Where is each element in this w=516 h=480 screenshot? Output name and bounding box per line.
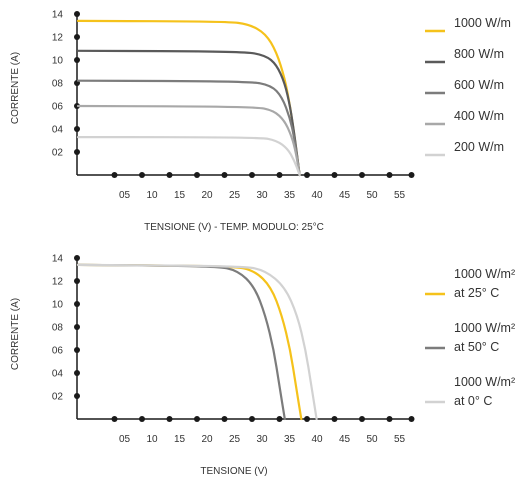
y-tick-dot bbox=[74, 393, 80, 399]
y-tick-dot bbox=[74, 34, 80, 40]
legend-label: 600 W/m bbox=[454, 78, 504, 92]
x-tick-dot bbox=[112, 416, 118, 422]
series-line bbox=[78, 51, 300, 175]
x-tick-label: 45 bbox=[339, 434, 351, 445]
x-tick-dot bbox=[139, 172, 145, 178]
y-tick-label: 06 bbox=[52, 346, 64, 357]
series-line bbox=[78, 265, 301, 419]
legend-label-line2: at 0° C bbox=[454, 394, 492, 408]
chart-temperature: CORRENTE (A) TENSIONE (V) 02 04 06 08 10 12 14… bbox=[10, 254, 515, 478]
x-tick-label: 50 bbox=[366, 190, 378, 201]
y-tick-label: 14 bbox=[52, 10, 64, 21]
x-tick-label: 55 bbox=[394, 190, 406, 201]
y-tick-dot bbox=[74, 324, 80, 330]
x-tick-dot bbox=[249, 172, 255, 178]
y-tick-label: 12 bbox=[52, 277, 64, 288]
x-tick-dot bbox=[112, 172, 118, 178]
x-tick-dot bbox=[332, 416, 338, 422]
x-tick-dot bbox=[277, 172, 283, 178]
y-tick-label: 08 bbox=[52, 323, 64, 334]
y-tick-label: 10 bbox=[52, 56, 64, 67]
x-tick-dot bbox=[332, 172, 338, 178]
x-tick-dot bbox=[139, 416, 145, 422]
x-tick-label: 10 bbox=[146, 434, 158, 445]
x-tick-label: 20 bbox=[201, 190, 213, 201]
legend-label-line1: 1000 W/m² bbox=[454, 321, 515, 335]
y-tick-dot bbox=[74, 11, 80, 17]
legend-label-line1: 1000 W/m² bbox=[454, 267, 515, 281]
y-axis-label: CORRENTE (A) bbox=[10, 52, 21, 124]
series-line bbox=[78, 137, 300, 175]
x-tick-label: 45 bbox=[339, 190, 351, 201]
y-tick-label: 02 bbox=[52, 392, 64, 403]
y-axis-label: CORRENTE (A) bbox=[10, 298, 21, 370]
x-tick-dot bbox=[194, 416, 200, 422]
x-tick-label: 05 bbox=[119, 190, 131, 201]
series-line bbox=[78, 81, 300, 175]
y-tick-label: 06 bbox=[52, 102, 64, 113]
chart-irradiance: CORRENTE (A) TENSIONE (V) - TEMP. MODULO… bbox=[10, 10, 511, 234]
y-tick-dot bbox=[74, 126, 80, 132]
y-tick-dot bbox=[74, 301, 80, 307]
legend-label: 400 W/m bbox=[454, 109, 504, 123]
x-tick-label: 40 bbox=[311, 190, 323, 201]
legend-label-line1: 1000 W/m² bbox=[454, 375, 515, 389]
legend-label: 800 W/m bbox=[454, 47, 504, 61]
x-tick-label: 35 bbox=[284, 434, 296, 445]
x-tick-label: 25 bbox=[229, 434, 241, 445]
x-tick-label: 55 bbox=[394, 434, 406, 445]
x-tick-label: 10 bbox=[146, 190, 158, 201]
y-tick-label: 10 bbox=[52, 300, 64, 311]
y-tick-label: 04 bbox=[52, 125, 64, 136]
y-tick-dot bbox=[74, 347, 80, 353]
y-tick-dot bbox=[74, 278, 80, 284]
x-tick-label: 50 bbox=[366, 434, 378, 445]
x-axis-end-dot bbox=[409, 416, 415, 422]
x-tick-label: 05 bbox=[119, 434, 131, 445]
x-tick-dot bbox=[387, 416, 393, 422]
y-tick-dot bbox=[74, 255, 80, 261]
series-line bbox=[78, 21, 300, 175]
x-tick-label: 35 bbox=[284, 190, 296, 201]
x-axis-end-dot bbox=[409, 172, 415, 178]
y-tick-dot bbox=[74, 149, 80, 155]
x-tick-dot bbox=[222, 416, 228, 422]
x-tick-dot bbox=[167, 172, 173, 178]
legend-label: 1000 W/m bbox=[454, 16, 511, 30]
x-tick-dot bbox=[167, 416, 173, 422]
y-tick-label: 04 bbox=[52, 369, 64, 380]
series-line bbox=[78, 106, 300, 175]
x-tick-dot bbox=[359, 172, 365, 178]
x-tick-label: 40 bbox=[311, 434, 323, 445]
x-tick-label: 15 bbox=[174, 434, 186, 445]
y-tick-label: 02 bbox=[52, 148, 64, 159]
x-tick-label: 25 bbox=[229, 190, 241, 201]
x-tick-dot bbox=[387, 172, 393, 178]
legend-label-line2: at 50° C bbox=[454, 340, 499, 354]
x-tick-label: 15 bbox=[174, 190, 186, 201]
x-axis-label: TENSIONE (V) bbox=[200, 466, 267, 477]
x-tick-label: 30 bbox=[256, 434, 268, 445]
y-tick-dot bbox=[74, 57, 80, 63]
x-tick-dot bbox=[194, 172, 200, 178]
x-tick-dot bbox=[277, 416, 283, 422]
x-tick-label: 30 bbox=[256, 190, 268, 201]
series-line bbox=[78, 265, 285, 419]
y-tick-label: 12 bbox=[52, 33, 64, 44]
x-tick-dot bbox=[304, 172, 310, 178]
x-tick-dot bbox=[304, 416, 310, 422]
x-tick-label: 20 bbox=[201, 434, 213, 445]
y-tick-label: 08 bbox=[52, 79, 64, 90]
x-tick-dot bbox=[222, 172, 228, 178]
y-tick-label: 14 bbox=[52, 254, 64, 265]
legend-label: 200 W/m bbox=[454, 140, 504, 154]
x-tick-dot bbox=[359, 416, 365, 422]
y-tick-dot bbox=[74, 370, 80, 376]
legend-label-line2: at 25° C bbox=[454, 286, 499, 300]
x-tick-dot bbox=[249, 416, 255, 422]
x-axis-label: TENSIONE (V) - TEMP. MODULO: 25°C bbox=[144, 222, 324, 233]
